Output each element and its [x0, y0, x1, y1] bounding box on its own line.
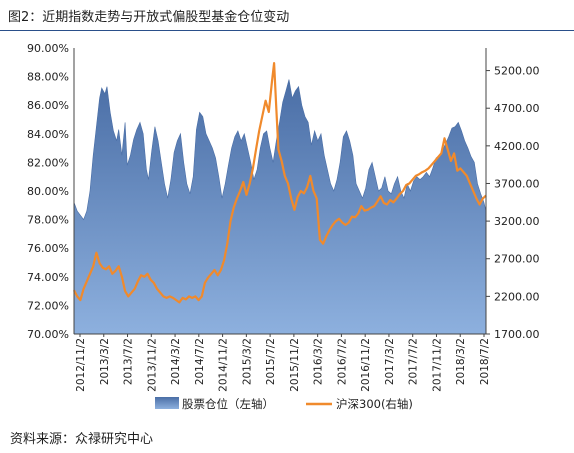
x-tick-label: 2017/3/2 [384, 338, 396, 385]
y-left-tick-label: 76.00% [27, 242, 69, 255]
y-right-tick-label: 1700.00 [494, 328, 540, 341]
x-tick-label: 2017/7/2 [408, 338, 420, 385]
y-right-tick-label: 3700.00 [494, 177, 540, 190]
legend-label-stock-position: 股票仓位（左轴） [182, 397, 274, 411]
x-tick-label: 2018/7/2 [479, 338, 491, 385]
x-tick-label: 2013/11/2 [146, 338, 158, 392]
y-left-tick-label: 90.00% [27, 42, 69, 55]
x-tick-label: 2016/3/2 [313, 338, 325, 385]
x-tick-label: 2016/11/2 [360, 338, 372, 392]
x-tick-label: 2013/7/2 [123, 338, 135, 385]
series-area-stock-position [73, 79, 487, 335]
x-tick-label: 2014/3/2 [170, 338, 182, 385]
x-tick-label: 2018/3/2 [455, 338, 467, 385]
y-left-tick-label: 80.00% [27, 185, 69, 198]
y-right-tick-label: 5200.00 [494, 65, 540, 78]
y-right-tick-label: 4200.00 [494, 140, 540, 153]
y-right-tick-label: 3200.00 [494, 215, 540, 228]
legend-label-hs300: 沪深300(右轴) [336, 397, 413, 411]
y-right-tick-label: 2200.00 [494, 290, 540, 303]
x-tick-label: 2012/11/2 [75, 338, 87, 392]
y-left-tick-label: 84.00% [27, 128, 69, 141]
y-left-tick-label: 70.00% [27, 328, 69, 341]
chart-title: 图2：近期指数走势与开放式偏股型基金仓位变动 [8, 10, 290, 25]
y-left-tick-label: 78.00% [27, 214, 69, 227]
legend-swatch-stock-position [155, 397, 179, 409]
x-tick-label: 2015/7/2 [265, 338, 277, 385]
y-right-tick-label: 4700.00 [494, 102, 540, 115]
series-line-hs300 [73, 62, 487, 304]
x-tick-label: 2017/11/2 [431, 338, 443, 392]
x-tick-label: 2014/11/2 [218, 338, 230, 392]
y-left-tick-label: 82.00% [27, 156, 69, 169]
y-right-tick-label: 2700.00 [494, 253, 540, 266]
y-left-tick-label: 88.00% [27, 71, 69, 84]
y-left-tick-label: 86.00% [27, 99, 69, 112]
title-divider [0, 30, 574, 31]
y-left-tick-label: 72.00% [27, 299, 69, 312]
x-tick-label: 2014/7/2 [194, 338, 206, 385]
x-tick-label: 2015/3/2 [241, 338, 253, 385]
x-tick-label: 2013/3/2 [99, 338, 111, 385]
x-tick-label: 2016/7/2 [336, 338, 348, 385]
x-tick-label: 2015/11/2 [289, 338, 301, 392]
y-left-tick-label: 74.00% [27, 271, 69, 284]
source-note: 资料来源：众禄研究中心 [10, 432, 154, 447]
